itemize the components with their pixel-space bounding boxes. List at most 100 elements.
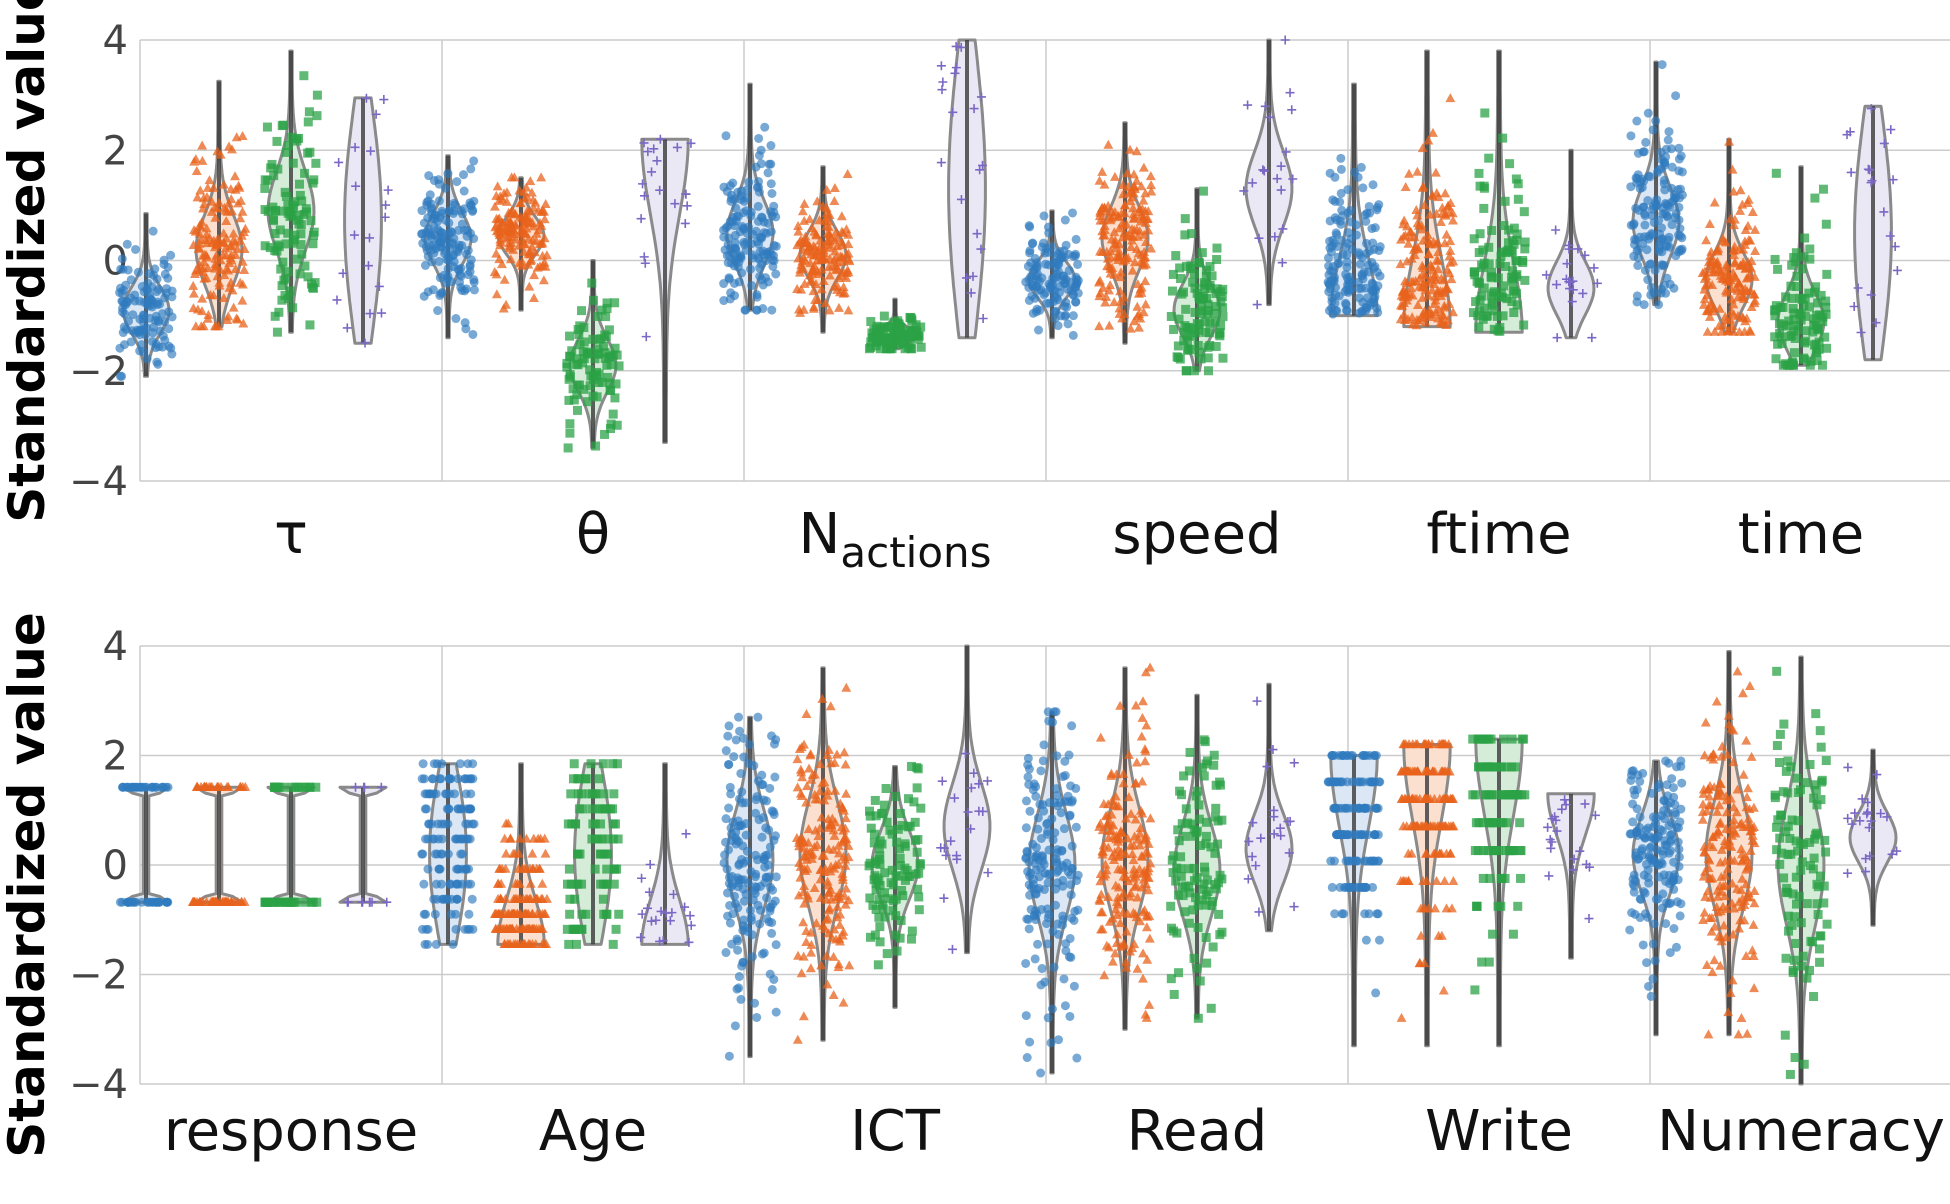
data-point — [191, 165, 202, 175]
data-point — [1137, 851, 1148, 861]
data-point — [1218, 303, 1228, 313]
data-points — [342, 782, 392, 907]
data-point — [1371, 988, 1381, 998]
data-point — [1470, 846, 1480, 856]
violin-group-2 — [1697, 136, 1761, 336]
data-point — [297, 196, 307, 206]
data-point — [724, 721, 734, 731]
data-point — [799, 198, 810, 208]
data-point — [1664, 821, 1674, 831]
data-point — [1135, 822, 1146, 832]
data-point — [1445, 848, 1456, 858]
data-points — [188, 131, 251, 331]
data-point — [351, 782, 361, 792]
data-point — [1417, 224, 1428, 234]
data-point — [1061, 939, 1071, 949]
data-point — [1433, 930, 1444, 940]
data-point — [1125, 144, 1135, 154]
data-point — [1141, 922, 1152, 932]
data-point — [1143, 225, 1154, 235]
data-point — [469, 285, 479, 295]
data-point — [1520, 275, 1530, 285]
data-point — [1115, 864, 1126, 874]
data-point — [1110, 171, 1120, 181]
data-point — [819, 777, 830, 787]
data-point — [1698, 799, 1708, 809]
data-point — [1031, 271, 1041, 281]
data-point — [376, 308, 386, 318]
data-point — [1342, 257, 1352, 267]
data-point — [197, 140, 208, 150]
data-point — [521, 182, 532, 192]
data-points — [187, 781, 251, 906]
data-point — [1117, 232, 1128, 242]
data-point — [765, 783, 775, 793]
data-point — [1167, 855, 1177, 865]
data-point — [599, 789, 609, 799]
data-point — [418, 849, 428, 859]
data-point — [1198, 291, 1208, 301]
data-point — [371, 109, 381, 119]
y-tick-label: 4 — [103, 18, 128, 64]
data-point — [1095, 215, 1106, 225]
data-point — [1036, 1068, 1046, 1078]
data-point — [897, 821, 907, 831]
data-point — [530, 938, 541, 948]
data-point — [1645, 259, 1655, 269]
data-point — [865, 858, 875, 868]
data-point — [126, 275, 136, 285]
data-point — [1126, 242, 1136, 252]
data-point — [160, 293, 170, 303]
data-point — [1403, 238, 1414, 248]
data-point — [905, 331, 915, 341]
data-point — [1552, 333, 1562, 343]
data-point — [1773, 264, 1783, 274]
data-point — [1097, 202, 1108, 212]
panel-5: Write — [1323, 734, 1600, 1164]
data-point — [1374, 935, 1384, 945]
data-point — [1699, 907, 1710, 917]
data-point — [1030, 851, 1040, 861]
data-point — [1194, 800, 1204, 810]
data-point — [726, 288, 736, 298]
data-point — [1430, 306, 1441, 316]
data-point — [1810, 287, 1820, 297]
data-point — [1669, 792, 1679, 802]
data-point — [798, 263, 809, 273]
data-point — [460, 924, 470, 934]
data-point — [604, 325, 614, 335]
data-point — [296, 240, 306, 250]
data-point — [1135, 216, 1146, 226]
data-point — [1033, 813, 1043, 823]
data-point — [684, 937, 694, 947]
data-point — [723, 731, 733, 741]
data-point — [1028, 839, 1038, 849]
data-point — [823, 905, 834, 915]
data-point — [724, 274, 734, 284]
data-point — [814, 786, 825, 796]
data-point — [870, 871, 880, 881]
data-point — [1568, 865, 1578, 875]
data-point — [1507, 276, 1517, 286]
data-point — [1745, 235, 1756, 245]
data-point — [1797, 294, 1807, 304]
data-point — [1122, 833, 1133, 843]
data-point — [1637, 844, 1647, 854]
data-point — [721, 131, 731, 141]
data-point — [1372, 909, 1382, 919]
data-point — [903, 794, 913, 804]
data-point — [1330, 803, 1340, 813]
data-point — [608, 409, 618, 419]
data-point — [950, 68, 960, 78]
data-point — [1021, 852, 1031, 862]
data-point — [1146, 186, 1157, 196]
data-point — [1717, 233, 1728, 243]
data-point — [469, 277, 479, 287]
data-point — [1499, 790, 1509, 800]
data-point — [503, 224, 514, 234]
data-point — [799, 739, 809, 749]
data-point — [1213, 878, 1223, 888]
data-point — [237, 131, 248, 141]
data-point — [119, 340, 129, 350]
data-point — [1720, 839, 1731, 849]
